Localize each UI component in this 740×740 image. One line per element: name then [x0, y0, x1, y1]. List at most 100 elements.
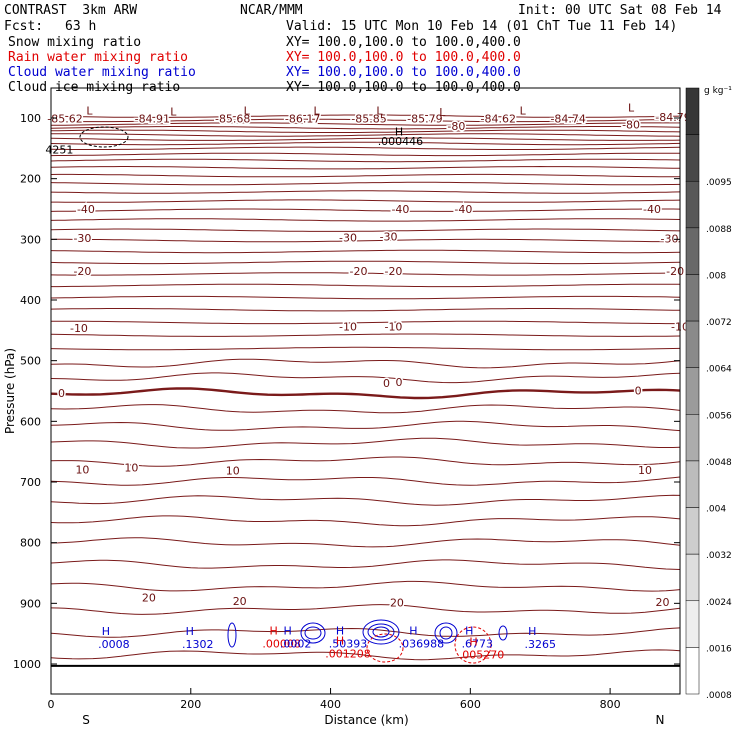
isotherm-line — [50, 580, 681, 592]
isotherm-line — [50, 358, 681, 369]
x-tick-label: 400 — [320, 698, 341, 711]
isotherm-label: 10 — [638, 464, 652, 477]
valid-time: Valid: 15 UTC Mon 10 Feb 14 (01 ChT Tue … — [286, 19, 678, 34]
isotherm-label: 0 — [383, 377, 390, 390]
colorbar-swatch — [685, 367, 700, 415]
field-name-snow: Snow mixing ratio — [8, 35, 142, 50]
field-xy-cloud-water: XY= 100.0,100.0 to 100.0,400.0 — [286, 65, 521, 80]
y-tick-label: 200 — [20, 173, 41, 186]
field-value-label: .0008 — [98, 638, 130, 651]
field-max-marker: H — [528, 625, 536, 638]
cloud-contour — [362, 619, 400, 645]
field-max-marker: H — [469, 635, 477, 648]
field-value-label: .005270 — [459, 648, 505, 661]
isotherm-label: 20 — [390, 597, 404, 610]
isotherm-line — [50, 208, 681, 212]
colorbar-swatch — [685, 460, 700, 508]
isotherm-line — [50, 437, 681, 449]
colorbar-label: .0008 — [706, 691, 732, 701]
low-marker: L — [376, 105, 383, 118]
isotherm-label: -85.68 — [215, 113, 250, 126]
isotherm-label: 20 — [233, 595, 247, 608]
cloud-contour — [434, 622, 458, 644]
isotherm-line — [50, 346, 681, 351]
field-value-label: .0002 — [280, 637, 312, 650]
isotherm-label: -30 — [380, 230, 398, 243]
field-name-rain: Rain water mixing ratio — [8, 50, 189, 65]
isotherm-line — [50, 129, 681, 133]
plot-frame — [50, 87, 681, 695]
y-tick-label: 500 — [20, 355, 41, 368]
isotherm-label: -10 — [339, 321, 357, 334]
isotherm-label: 0 — [58, 387, 65, 400]
isotherm-line — [50, 604, 681, 615]
left-end-label: S — [82, 713, 90, 727]
y-tick-label: 400 — [20, 294, 41, 307]
y-tick-label: 100 — [20, 112, 41, 125]
colorbar-label: .0088 — [706, 225, 732, 235]
colorbar-swatch — [685, 274, 700, 322]
isotherm-line — [50, 218, 681, 222]
colorbar-label: .0048 — [706, 458, 732, 468]
isotherm-line — [50, 126, 681, 130]
isotherm-label: -84.62 — [481, 113, 516, 126]
colorbar-label: .0032 — [706, 551, 732, 561]
isotherm-label: 0 — [635, 384, 642, 397]
field-value-label: .50393 — [329, 637, 368, 650]
low-marker: L — [439, 106, 446, 119]
isotherm-line — [50, 238, 680, 243]
isotherm-line — [50, 190, 681, 194]
x-axis-title: Distance (km) — [324, 713, 408, 727]
colorbar-label: .004 — [706, 505, 726, 515]
colorbar-label: .0056 — [706, 411, 732, 421]
isotherm-line — [50, 320, 680, 325]
colorbar-label: .0016 — [706, 644, 732, 654]
cloud-contour — [367, 623, 395, 641]
isotherm-label: -20 — [73, 265, 91, 278]
isotherm-label: -85.85 — [351, 113, 386, 126]
isotherm-label: -40 — [643, 203, 661, 216]
field-value-label: .036988 — [399, 637, 445, 650]
field-value-label: .001208 — [325, 648, 371, 661]
field-value-label: .1302 — [182, 638, 214, 651]
colorbar-swatch — [685, 414, 700, 462]
isotherm-line — [50, 295, 681, 300]
field-value-label: .000446 — [378, 135, 424, 148]
isotherm-label: -10 — [384, 321, 402, 334]
isotherm-label: 10 — [226, 464, 240, 477]
field-value-label: .00008 — [262, 637, 301, 650]
cloud-contour — [498, 625, 508, 641]
y-tick-label: 700 — [20, 476, 41, 489]
field-max-marker: H — [336, 635, 344, 648]
rain-contour — [366, 633, 404, 663]
isotherm-contours — [50, 114, 681, 661]
isotherm-line — [50, 420, 681, 432]
isotherm-line — [51, 199, 681, 203]
isotherm-line — [50, 372, 681, 384]
cloud-contour — [304, 626, 322, 640]
field-max-marker: H — [186, 625, 194, 638]
isotherm-label: -20 — [350, 265, 368, 278]
isotherm-label: -85.62 — [47, 113, 82, 126]
cloud-contour — [300, 622, 326, 644]
cloud-contour — [227, 622, 237, 648]
low-marker: L — [244, 105, 251, 118]
isotherm-line — [50, 141, 681, 146]
isotherm-line — [50, 404, 681, 414]
low-marker: L — [170, 105, 177, 118]
contour-labels: -85.62 -84.91 -85.68 -86.17 -85.85 -85.79 -84.… — [45, 102, 692, 662]
colorbar-label: .008 — [706, 271, 726, 281]
y-tick-label: 1000 — [13, 658, 41, 671]
colorbar-label: .0024 — [706, 598, 732, 608]
isotherm-line — [50, 137, 681, 141]
isotherm-line — [50, 333, 681, 337]
isotherm-line — [50, 165, 681, 170]
isotherm-line — [50, 649, 681, 661]
isotherm-label: -84.79 — [655, 111, 690, 124]
x-tick-label: 0 — [48, 698, 55, 711]
isotherm-line — [51, 118, 680, 123]
colorbar-swatch — [685, 507, 700, 555]
colorbar-swatch — [685, 647, 700, 695]
isotherm-line — [50, 515, 681, 527]
